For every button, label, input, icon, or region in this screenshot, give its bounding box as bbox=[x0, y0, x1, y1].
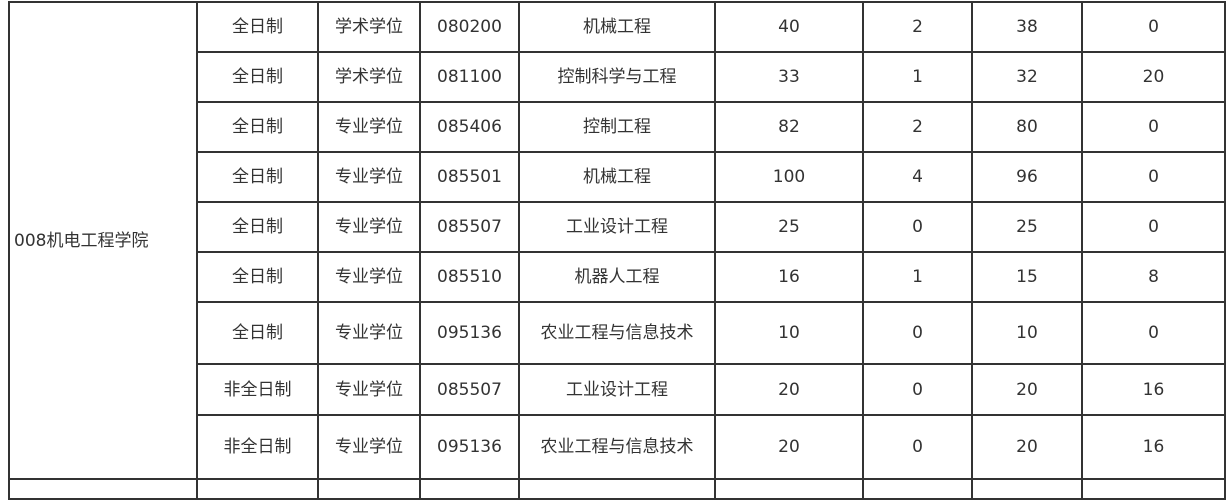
table-row: 非全日制 专业学位 095136 农业工程与信息技术 20 0 20 16 bbox=[9, 414, 1226, 480]
count-cell-3: 10 bbox=[971, 301, 1083, 365]
count-cell-4: 16 bbox=[1081, 363, 1226, 416]
table-row: 全日制 专业学位 085510 机器人工程 16 1 15 8 bbox=[9, 251, 1226, 303]
count-cell-3: 15 bbox=[971, 251, 1083, 303]
count-cell-2: 0 bbox=[862, 201, 973, 253]
degree-type-cell: 专业学位 bbox=[317, 201, 421, 253]
empty-cell bbox=[8, 478, 198, 500]
study-mode-cell: 非全日制 bbox=[196, 414, 319, 480]
count-cell-1: 20 bbox=[714, 363, 864, 416]
empty-cell bbox=[1081, 478, 1226, 500]
count-cell-1: 16 bbox=[714, 251, 864, 303]
table-row: 非全日制 专业学位 085507 工业设计工程 20 0 20 16 bbox=[9, 363, 1226, 416]
major-name-cell: 工业设计工程 bbox=[518, 201, 716, 253]
major-name-cell: 机械工程 bbox=[518, 1, 716, 53]
count-cell-4: 20 bbox=[1081, 51, 1226, 103]
degree-type-cell: 学术学位 bbox=[317, 1, 421, 53]
college-cell: 008机电工程学院 bbox=[8, 1, 198, 480]
degree-type-cell: 专业学位 bbox=[317, 151, 421, 203]
empty-cell bbox=[196, 478, 319, 500]
count-cell-1: 33 bbox=[714, 51, 864, 103]
major-code-cell: 095136 bbox=[419, 414, 520, 480]
empty-cell bbox=[317, 478, 421, 500]
count-cell-4: 0 bbox=[1081, 201, 1226, 253]
count-cell-4: 0 bbox=[1081, 101, 1226, 153]
major-name-cell: 农业工程与信息技术 bbox=[518, 301, 716, 365]
major-code-cell: 085507 bbox=[419, 201, 520, 253]
table-row: 全日制 专业学位 085507 工业设计工程 25 0 25 0 bbox=[9, 201, 1226, 253]
empty-cell bbox=[971, 478, 1083, 500]
table-row: 全日制 学术学位 081100 控制科学与工程 33 1 32 20 bbox=[9, 51, 1226, 103]
count-cell-1: 20 bbox=[714, 414, 864, 480]
count-cell-1: 25 bbox=[714, 201, 864, 253]
count-cell-2: 1 bbox=[862, 251, 973, 303]
table-row-partial bbox=[8, 478, 1226, 500]
study-mode-cell: 全日制 bbox=[196, 251, 319, 303]
count-cell-2: 0 bbox=[862, 363, 973, 416]
count-cell-3: 32 bbox=[971, 51, 1083, 103]
count-cell-3: 80 bbox=[971, 101, 1083, 153]
table-row: 全日制 专业学位 085406 控制工程 82 2 80 0 bbox=[9, 101, 1226, 153]
count-cell-2: 4 bbox=[862, 151, 973, 203]
degree-type-cell: 专业学位 bbox=[317, 414, 421, 480]
major-code-cell: 085501 bbox=[419, 151, 520, 203]
major-code-cell: 085507 bbox=[419, 363, 520, 416]
count-cell-2: 1 bbox=[862, 51, 973, 103]
study-mode-cell: 全日制 bbox=[196, 151, 319, 203]
degree-type-cell: 专业学位 bbox=[317, 101, 421, 153]
major-code-cell: 080200 bbox=[419, 1, 520, 53]
study-mode-cell: 非全日制 bbox=[196, 363, 319, 416]
count-cell-4: 0 bbox=[1081, 1, 1226, 53]
study-mode-cell: 全日制 bbox=[196, 51, 319, 103]
count-cell-3: 20 bbox=[971, 363, 1083, 416]
empty-cell bbox=[518, 478, 716, 500]
empty-cell bbox=[419, 478, 520, 500]
count-cell-4: 16 bbox=[1081, 414, 1226, 480]
study-mode-cell: 全日制 bbox=[196, 101, 319, 153]
major-name-cell: 农业工程与信息技术 bbox=[518, 414, 716, 480]
major-name-cell: 机械工程 bbox=[518, 151, 716, 203]
major-name-cell: 控制工程 bbox=[518, 101, 716, 153]
major-code-cell: 081100 bbox=[419, 51, 520, 103]
count-cell-2: 2 bbox=[862, 101, 973, 153]
degree-type-cell: 专业学位 bbox=[317, 363, 421, 416]
study-mode-cell: 全日制 bbox=[196, 1, 319, 53]
degree-type-cell: 专业学位 bbox=[317, 301, 421, 365]
count-cell-2: 2 bbox=[862, 1, 973, 53]
count-cell-3: 38 bbox=[971, 1, 1083, 53]
count-cell-2: 0 bbox=[862, 301, 973, 365]
study-mode-cell: 全日制 bbox=[196, 201, 319, 253]
count-cell-1: 82 bbox=[714, 101, 864, 153]
table-row: 008机电工程学院 全日制 学术学位 080200 机械工程 40 2 38 0 bbox=[8, 1, 1226, 480]
degree-type-cell: 专业学位 bbox=[317, 251, 421, 303]
major-name-cell: 控制科学与工程 bbox=[518, 51, 716, 103]
count-cell-3: 25 bbox=[971, 201, 1083, 253]
count-cell-2: 0 bbox=[862, 414, 973, 480]
table-row: 全日制 专业学位 095136 农业工程与信息技术 10 0 10 0 bbox=[9, 301, 1226, 365]
empty-cell bbox=[714, 478, 864, 500]
table-row: 全日制 专业学位 085501 机械工程 100 4 96 0 bbox=[9, 151, 1226, 203]
major-name-cell: 工业设计工程 bbox=[518, 363, 716, 416]
count-cell-3: 20 bbox=[971, 414, 1083, 480]
major-code-cell: 085406 bbox=[419, 101, 520, 153]
count-cell-4: 0 bbox=[1081, 151, 1226, 203]
count-cell-3: 96 bbox=[971, 151, 1083, 203]
study-mode-cell: 全日制 bbox=[196, 301, 319, 365]
major-name-cell: 机器人工程 bbox=[518, 251, 716, 303]
count-cell-1: 10 bbox=[714, 301, 864, 365]
major-code-cell: 085510 bbox=[419, 251, 520, 303]
degree-type-cell: 学术学位 bbox=[317, 51, 421, 103]
empty-cell bbox=[862, 478, 973, 500]
count-cell-1: 100 bbox=[714, 151, 864, 203]
enrollment-table: 008机电工程学院 全日制 学术学位 080200 机械工程 40 2 38 0 全日制 学术学位 0… bbox=[8, 1, 1226, 500]
count-cell-1: 40 bbox=[714, 1, 864, 53]
count-cell-4: 8 bbox=[1081, 251, 1226, 303]
count-cell-4: 0 bbox=[1081, 301, 1226, 365]
major-code-cell: 095136 bbox=[419, 301, 520, 365]
